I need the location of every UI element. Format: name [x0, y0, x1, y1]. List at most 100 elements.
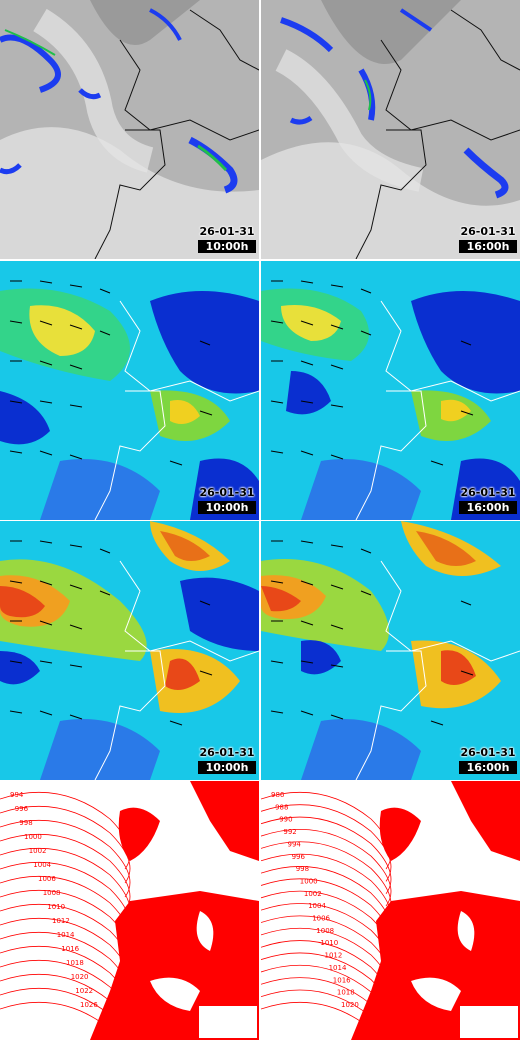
- wind-map-high-1600: [261, 521, 520, 780]
- pressure-panel-left: 994 996 998 1000 1002 1004 1006 1008 1010 1012 101…: [0, 781, 259, 1040]
- isobar-line: [0, 959, 131, 1038]
- date-label: 26-01-31: [199, 486, 255, 499]
- isobar-label: 1012: [52, 917, 70, 925]
- isobar-line: [261, 952, 392, 1030]
- isobar-label: 1016: [61, 945, 79, 953]
- timestamp-label: 26-01-31 16:00h: [459, 486, 517, 514]
- isobar-label: 988: [275, 803, 288, 811]
- timestamp-label: 26-01-31 16:00h: [459, 746, 517, 774]
- isobar-line: [261, 816, 392, 894]
- wind-map-high-1000: [0, 521, 259, 780]
- date-label: 26-01-31: [199, 746, 255, 759]
- isobar-label: 1014: [329, 964, 347, 972]
- time-label: 10:00h: [198, 240, 256, 253]
- isobar-line: [0, 903, 131, 982]
- isobar-line: [261, 915, 392, 993]
- wind-map-low-1600: [261, 261, 520, 520]
- isobar-label: 1018: [337, 989, 355, 997]
- isobar-line: [261, 977, 392, 1040]
- wind-map-low-1000: [0, 261, 259, 520]
- isobar-label: 986: [271, 791, 285, 799]
- satellite-map-1600: [261, 0, 520, 259]
- time-label: 10:00h: [198, 761, 256, 774]
- isobar-label: 1026: [80, 1001, 98, 1009]
- isobar-map-right: 986 988 990 992 994 996 998 1000 1002 1004 1006 100…: [261, 781, 520, 1040]
- isobar-label: 1002: [29, 847, 47, 855]
- isobar-label: 1000: [300, 878, 318, 886]
- isobar-label: 998: [296, 865, 309, 873]
- isobar-line: [0, 945, 131, 1024]
- isobar-line: [261, 791, 392, 870]
- isobar-line: [0, 805, 131, 884]
- pressure-panel-right: 986 988 990 992 994 996 998 1000 1002 1004 1006 100…: [261, 781, 520, 1040]
- isobar-line: [261, 927, 392, 1006]
- isobar-label: 1016: [333, 976, 351, 984]
- isobar-line: [0, 1001, 121, 1040]
- isobar-label: 998: [19, 819, 32, 827]
- timestamp-label: 26-01-31 10:00h: [198, 746, 256, 774]
- isobar-label: 996: [292, 853, 306, 861]
- timestamp-label: 26-01-31 10:00h: [198, 225, 256, 253]
- isobar-label: 1004: [308, 902, 326, 910]
- time-label: 16:00h: [459, 501, 517, 514]
- isobar-label: 992: [283, 828, 296, 836]
- isobar-label: 990: [279, 816, 292, 824]
- isobar-label: 1006: [312, 915, 330, 923]
- timestamp-label: 26-01-31 10:00h: [198, 486, 256, 514]
- satellite-map-1000: [0, 0, 259, 259]
- isobar-label: 1010: [47, 903, 65, 911]
- isobar-label: 1010: [320, 939, 338, 947]
- time-label: 16:00h: [459, 761, 517, 774]
- isobar-line: [261, 903, 392, 981]
- isobar-line: [261, 828, 392, 907]
- isobar-line: [0, 791, 131, 870]
- wind-panel-high-1600: 26-01-31 16:00h: [261, 521, 520, 780]
- blank-box: [460, 1006, 518, 1038]
- isobar-label: 1008: [316, 927, 334, 935]
- isobar-line: [0, 987, 129, 1040]
- isobar-line: [0, 931, 131, 1010]
- isobar-line: [0, 917, 131, 996]
- isobar-line: [261, 989, 389, 1040]
- time-label: 10:00h: [198, 501, 256, 514]
- isobar-label: 996: [15, 805, 29, 813]
- isobar-line: [0, 875, 131, 954]
- isobar-label: 1006: [38, 875, 56, 883]
- satellite-panel-1600: 26-01-31 16:00h: [261, 0, 520, 259]
- isobar-line: [261, 866, 392, 944]
- isobar-map-left: 994 996 998 1000 1002 1004 1006 1008 1010 1012 101…: [0, 781, 259, 1040]
- isobar-line: [0, 973, 131, 1040]
- isobar-label: 1000: [24, 833, 42, 841]
- isobar-line: [261, 964, 392, 1040]
- date-label: 26-01-31: [460, 486, 516, 499]
- isobar-line: [0, 861, 131, 940]
- isobar-line: [261, 1001, 382, 1040]
- wind-panel-low-1600: 26-01-31 16:00h: [261, 261, 520, 520]
- isobar-line: [261, 804, 392, 882]
- date-label: 26-01-31: [460, 225, 516, 238]
- isobar-label: 994: [10, 791, 24, 799]
- wind-panel-high-1000: 26-01-31 10:00h: [0, 521, 259, 780]
- date-label: 26-01-31: [460, 746, 516, 759]
- isobar-label: 1004: [33, 861, 51, 869]
- timestamp-label: 26-01-31 16:00h: [459, 225, 517, 253]
- isobar-label: 1022: [75, 987, 93, 995]
- isobar-line: [0, 889, 131, 968]
- isobar-label: 994: [288, 840, 302, 848]
- isobar-label: 1002: [304, 890, 322, 898]
- isobar-label: 1014: [57, 931, 75, 939]
- time-label: 16:00h: [459, 240, 517, 253]
- isobar-line: [0, 847, 131, 926]
- isobar-line: [261, 878, 392, 956]
- isobar-line: [261, 890, 392, 969]
- isobar-line: [0, 819, 131, 898]
- satellite-panel-1000: 26-01-31 10:00h: [0, 0, 259, 259]
- isobar-line: [261, 940, 392, 1018]
- isobar-line: [0, 833, 131, 912]
- isobar-label: 1020: [341, 1001, 359, 1009]
- blank-box: [199, 1006, 257, 1038]
- isobar-label: 1018: [66, 959, 84, 967]
- wind-panel-low-1000: 26-01-31 10:00h: [0, 261, 259, 520]
- isobar-label: 1012: [325, 952, 343, 960]
